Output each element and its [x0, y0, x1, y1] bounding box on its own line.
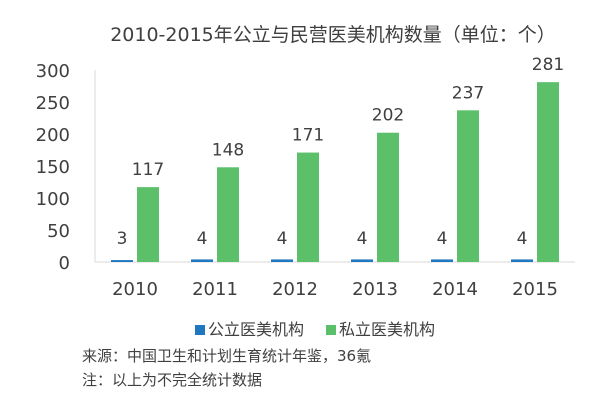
legend-swatch [195, 325, 205, 335]
legend-item-private: 私立医美机构 [326, 316, 435, 340]
bar-private [137, 187, 159, 262]
legend-swatch [326, 325, 337, 335]
bar-private [217, 167, 239, 262]
data-label: 4 [277, 229, 288, 249]
data-label: 171 [292, 126, 324, 146]
x-tick-label: 2013 [352, 279, 398, 300]
data-label: 4 [437, 229, 448, 249]
chart-title: 2010-2015年公立与民营医美机构数量（单位：个） [110, 24, 556, 46]
data-label: 3 [117, 229, 128, 249]
legend-item-public: 公立医美机构 [195, 316, 304, 340]
bar-public [191, 259, 213, 262]
x-tick-label: 2011 [192, 279, 238, 300]
y-tick-label: 100 [36, 189, 70, 210]
bar-public [431, 259, 453, 262]
y-tick-label: 150 [36, 157, 70, 178]
footnote: 注：以上为不完全统计数据 [82, 371, 263, 389]
data-label: 4 [197, 229, 208, 249]
legend-label: 私立医美机构 [339, 320, 436, 339]
data-label: 117 [132, 160, 164, 180]
bar-private [537, 82, 559, 262]
bar-public [271, 259, 293, 262]
source-note: 来源：中国卫生和计划生育统计年鉴，36氪 [82, 347, 372, 365]
data-label: 202 [372, 106, 404, 126]
y-tick-label: 250 [36, 93, 70, 114]
x-tick-label: 2015 [512, 279, 558, 300]
data-label: 281 [532, 55, 564, 75]
data-label: 237 [452, 83, 484, 103]
bar-private [377, 132, 399, 262]
y-tick-label: 50 [47, 221, 70, 242]
y-tick-label: 200 [36, 125, 70, 146]
x-tick-label: 2012 [272, 279, 318, 300]
y-tick-label: 0 [59, 253, 70, 274]
data-label: 148 [212, 140, 244, 160]
bar-private [297, 152, 319, 262]
x-tick-label: 2014 [432, 279, 478, 300]
data-label: 4 [357, 229, 368, 249]
data-label: 4 [517, 229, 528, 249]
x-tick-label: 2010 [112, 279, 158, 300]
bar-private [457, 110, 479, 262]
legend: 公立医美机构 私立医美机构 [195, 316, 435, 340]
bar-public [351, 259, 373, 262]
bar-public [111, 260, 133, 262]
y-tick-label: 300 [36, 61, 70, 82]
bar-public [511, 259, 533, 262]
legend-label: 公立医美机构 [208, 320, 305, 339]
